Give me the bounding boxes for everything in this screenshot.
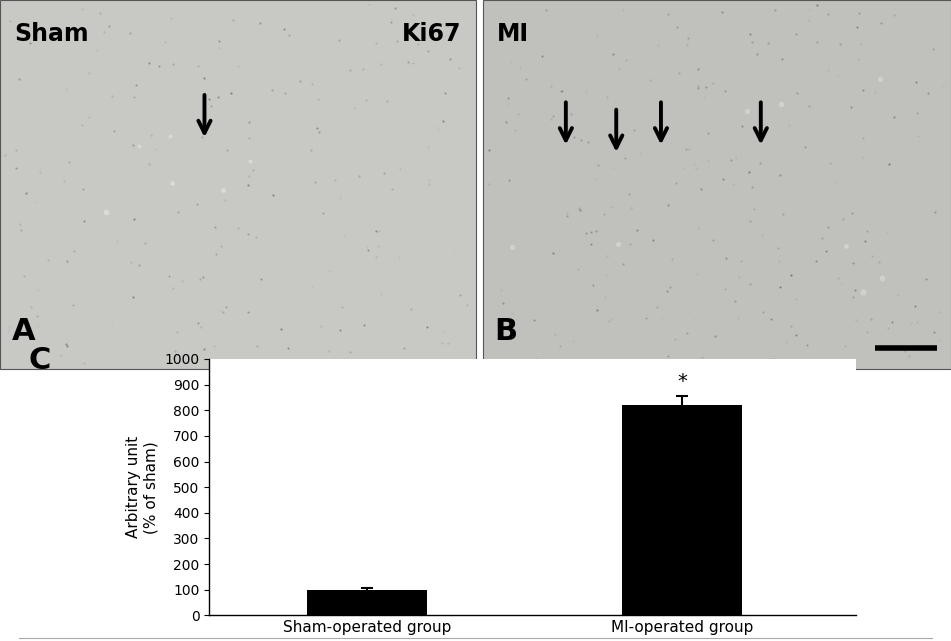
Bar [307, 590, 427, 615]
Y-axis label: Arbitrary unit
(% of sham): Arbitrary unit (% of sham) [126, 436, 159, 538]
FancyBboxPatch shape [483, 0, 951, 369]
Text: Sham: Sham [14, 22, 88, 46]
Bar [623, 405, 743, 615]
Text: C: C [29, 346, 50, 375]
Text: A: A [11, 317, 35, 346]
FancyBboxPatch shape [0, 0, 476, 369]
Text: MI: MI [497, 22, 530, 46]
Text: Ki67: Ki67 [401, 22, 461, 46]
Text: B: B [495, 317, 517, 346]
Text: *: * [677, 372, 688, 391]
